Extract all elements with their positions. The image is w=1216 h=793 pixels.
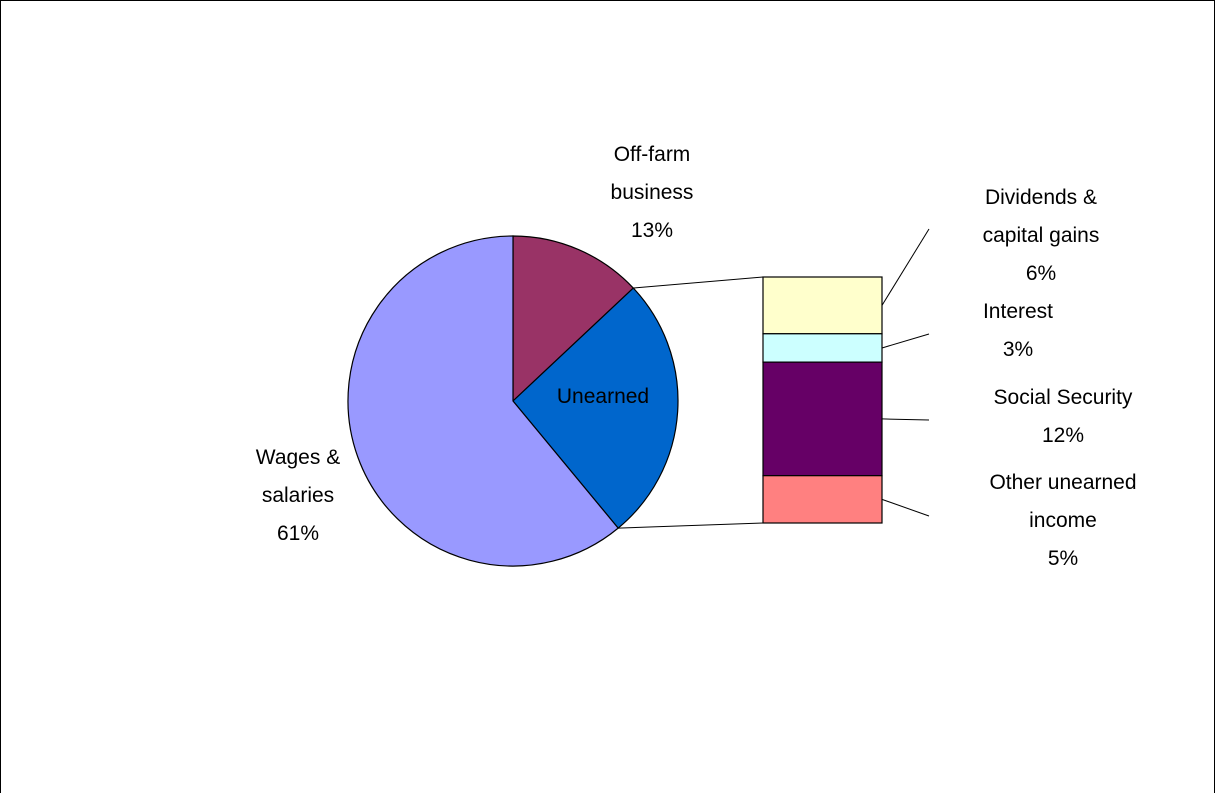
bar-label-dividends-and-capital-gains: Dividends & capital gains 6% (983, 186, 1100, 285)
leader-line-interest (881, 333, 930, 349)
connector-line-bottom (618, 522, 764, 529)
pie-label-wages-and-salaries: Wages & salaries 61% (256, 446, 340, 545)
pie-label-unearned: Unearned (557, 385, 649, 408)
connector-line-top (633, 276, 764, 289)
bar-segment-other-unearned-income (762, 475, 883, 524)
bar-segment-social-security (762, 361, 883, 477)
bar-label-other-unearned-income: Other unearned income 5% (989, 471, 1136, 570)
leader-line-other-unearned-income (881, 498, 930, 517)
pie-label-off-farm-business: Off-farm business 13% (611, 143, 694, 242)
bar-label-interest: Interest 3% (983, 300, 1053, 361)
pie-slice-off-farm-business (512, 235, 635, 403)
bar-segment-dividends-and-capital-gains (762, 276, 883, 335)
leader-line-social-security (881, 418, 930, 421)
leader-line-dividends-and-capital-gains (881, 228, 930, 306)
pie-slice-wages-and-salaries (347, 235, 620, 567)
bar-label-social-security: Social Security 12% (994, 386, 1133, 447)
pie-slice-unearned (512, 287, 679, 529)
bar-segment-interest (762, 333, 883, 363)
